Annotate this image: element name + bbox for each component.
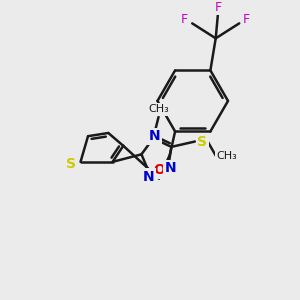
Text: N: N [143, 170, 155, 184]
Text: CH₃: CH₃ [148, 104, 169, 115]
Text: F: F [181, 13, 188, 26]
Text: O: O [153, 163, 165, 177]
Text: F: F [243, 13, 250, 26]
Text: N: N [148, 129, 160, 143]
Text: CH₃: CH₃ [217, 152, 237, 161]
Text: S: S [197, 134, 207, 148]
Text: F: F [214, 1, 221, 14]
Text: N: N [164, 161, 176, 175]
Text: S: S [66, 157, 76, 171]
